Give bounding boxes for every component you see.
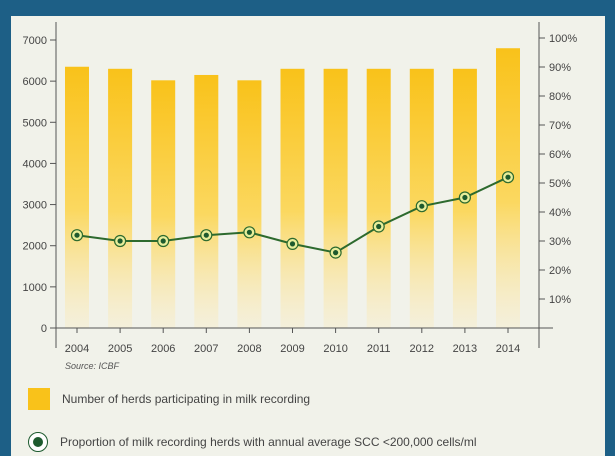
- scc-point-2014: [501, 171, 515, 184]
- source-note: Source: ICBF: [65, 361, 120, 371]
- legend-bar-swatch: [28, 388, 50, 410]
- right-tick-label: 40%: [549, 207, 571, 219]
- x-tick-label-2012: 2012: [410, 343, 434, 355]
- scc-point-2009: [286, 237, 299, 250]
- x-tick-label-2010: 2010: [323, 343, 347, 355]
- bar-2011: [366, 68, 391, 329]
- legend-bars: Number of herds participating in milk re…: [28, 388, 310, 410]
- legend-line-marker: [28, 432, 48, 452]
- axes-layer: 0 1000 2000 3000 4000 5000 6000 7000 2004 2005 200…: [23, 22, 577, 355]
- right-tick-label: 80%: [549, 91, 571, 103]
- left-tick-label: 3000: [23, 200, 47, 212]
- scc-point-2005: [113, 234, 127, 248]
- left-tick-label: 7000: [23, 35, 47, 47]
- bar-2006: [151, 80, 176, 328]
- scc-point-2008: [243, 226, 256, 239]
- x-tick-label-2006: 2006: [151, 343, 175, 355]
- scc-point-2004: [70, 229, 84, 242]
- scc-point-2011: [372, 220, 385, 233]
- left-tick-label: 2000: [23, 241, 47, 253]
- x-tick-label-2008: 2008: [237, 343, 261, 355]
- x-tick-label-2009: 2009: [280, 343, 304, 355]
- right-tick-label: 20%: [549, 265, 571, 277]
- bar-2009: [280, 68, 305, 329]
- bar-2010: [323, 68, 348, 329]
- scc-point-2012: [415, 200, 428, 213]
- x-tick-label-2014: 2014: [496, 343, 520, 355]
- left-tick-label: 5000: [23, 117, 47, 129]
- right-tick-label: 90%: [549, 62, 571, 74]
- scc-point-2013: [458, 191, 471, 204]
- legend-bar-label: Number of herds participating in milk re…: [62, 392, 311, 406]
- legend-line: Proportion of milk recording herds with …: [28, 432, 477, 452]
- bar-2008: [237, 80, 262, 328]
- left-tick-label: 4000: [23, 158, 47, 170]
- right-tick-label: 70%: [549, 120, 571, 132]
- right-tick-label: 30%: [549, 236, 571, 248]
- left-tick-label: 1000: [23, 282, 47, 294]
- left-tick-label: 0: [41, 323, 47, 335]
- right-tick-label: 60%: [549, 149, 571, 161]
- x-tick-label-2004: 2004: [65, 343, 89, 355]
- right-tick-label: 10%: [549, 294, 571, 306]
- combo-chart: 0 1000 2000 3000 4000 5000 6000 7000 2004 2005 200…: [23, 22, 577, 371]
- bars-layer: [65, 48, 520, 329]
- legend-line-label: Proportion of milk recording herds with …: [60, 435, 477, 449]
- x-tick-label-2011: 2011: [367, 343, 391, 355]
- chart-panel: 0 1000 2000 3000 4000 5000 6000 7000 2004 2005 200…: [11, 16, 605, 456]
- bar-2007: [194, 74, 219, 328]
- scc-point-2007: [200, 229, 213, 242]
- left-tick-label: 6000: [23, 76, 47, 88]
- bar-2012: [409, 68, 434, 329]
- bar-2005: [108, 68, 133, 329]
- x-tick-label-2005: 2005: [108, 343, 132, 355]
- right-tick-label: 100%: [549, 33, 577, 45]
- bar-2014: [496, 48, 520, 328]
- right-tick-label: 50%: [549, 178, 571, 190]
- bar-2004: [65, 66, 89, 328]
- x-tick-label-2013: 2013: [453, 343, 477, 355]
- scc-point-2006: [157, 234, 170, 248]
- scc-point-2010: [329, 246, 342, 259]
- x-tick-label-2007: 2007: [194, 343, 218, 355]
- line-layer: [70, 171, 515, 259]
